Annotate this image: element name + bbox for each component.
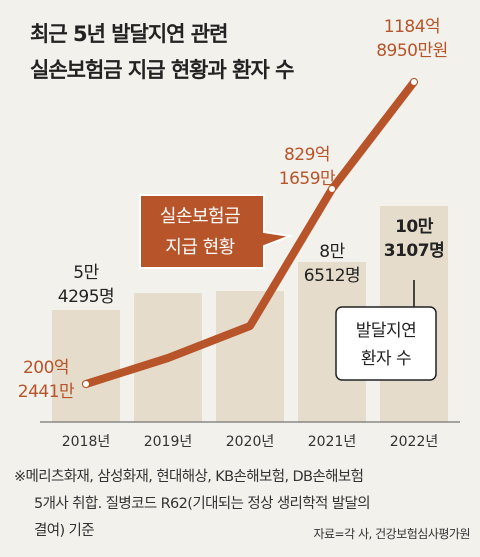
line-data-label: 200억	[23, 358, 69, 378]
footnote-line1: ※메리츠화재, 삼성화재, 현대해상, KB손해보험, DB손해보험	[14, 469, 364, 485]
x-tick-label: 2020년	[226, 434, 275, 450]
footnote-line2: 5개사 취합. 질병코드 R62(기대되는 정상 생리학적 발달의	[34, 496, 371, 512]
bar-2020년	[216, 291, 284, 422]
bar-data-label: 3107명	[384, 241, 444, 261]
line-data-label: 2441만	[18, 382, 75, 402]
x-tick-label: 2022년	[390, 434, 439, 450]
x-tick-label: 2018년	[62, 434, 111, 450]
bar-data-label: 8만	[319, 242, 345, 262]
x-tick-label: 2021년	[308, 434, 357, 450]
line-data-label: 1184억	[384, 17, 440, 37]
bar-data-label: 4295명	[58, 287, 114, 307]
line-point	[410, 78, 418, 86]
line-point	[328, 185, 336, 193]
bar-callout-text: 발달지연	[356, 321, 417, 341]
line-callout-text: 실손보험금	[160, 206, 240, 227]
line-data-label: 829억	[284, 145, 330, 165]
line-callout-text: 지급 현황	[165, 237, 234, 258]
chart-title-line2: 실손보험금 지급 현황과 환자 수	[30, 58, 294, 82]
bar-callout-bubble	[335, 306, 437, 381]
footnote: ※메리츠화재, 삼성화재, 현대해상, KB손해보험, DB손해보험 5개사 취…	[14, 464, 476, 545]
footnote-line3: 결여) 기준	[34, 523, 95, 539]
line-data-label: 1659만	[279, 169, 336, 189]
bar-data-label: 5만	[73, 263, 99, 283]
chart-title: 최근 5년 발달지연 관련 실손보험금 지급 현황과 환자 수	[30, 16, 370, 88]
line-series	[82, 78, 418, 388]
chart-title-line1: 최근 5년 발달지연 관련	[30, 22, 228, 46]
line-data-label: 8950만원	[376, 41, 448, 61]
line-callout-bubble	[139, 194, 294, 269]
bar-2018년	[52, 310, 120, 422]
line-point	[82, 380, 90, 388]
bar-callout-text: 환자 수	[361, 349, 411, 369]
bar-data-label: 6512명	[304, 266, 360, 286]
bar-data-label: 10만	[395, 217, 434, 237]
x-tick-label: 2019년	[144, 434, 193, 450]
source-note: 자료=각 사, 건강보험심사평가원	[313, 527, 470, 541]
